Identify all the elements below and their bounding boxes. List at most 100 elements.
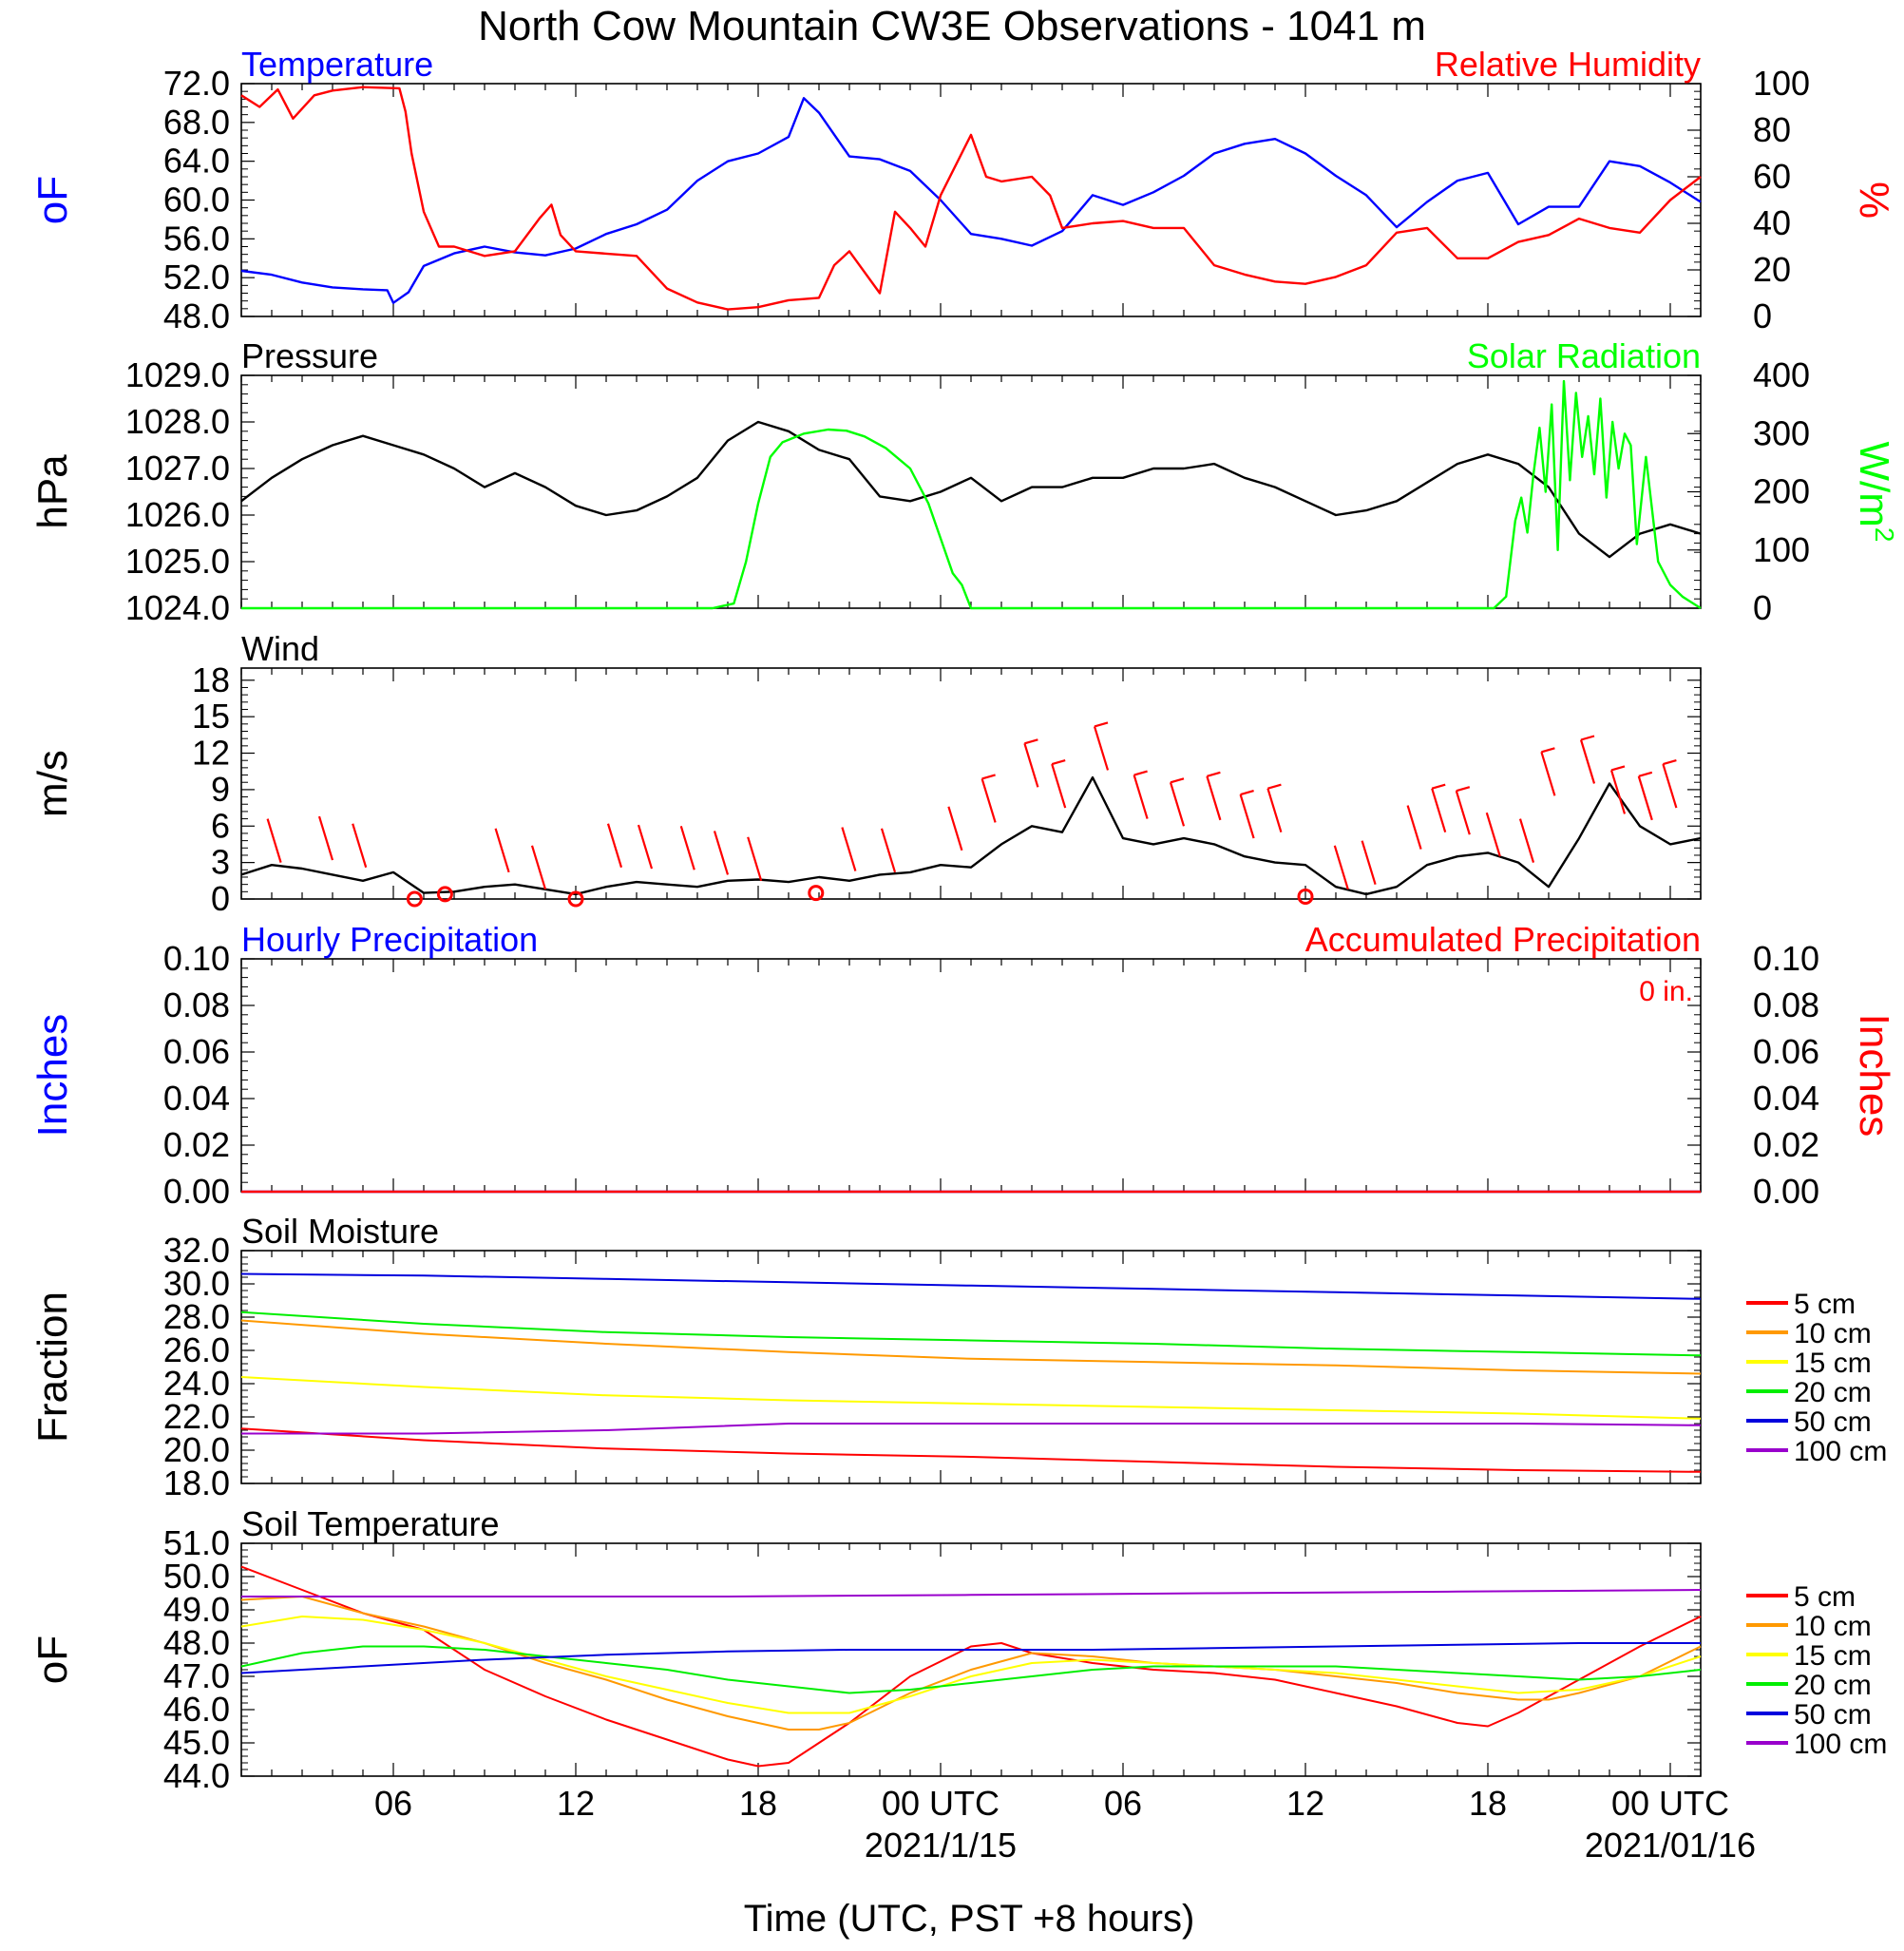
x-tick-label: 12	[1286, 1784, 1324, 1823]
y-tick-label: 9	[211, 770, 230, 809]
panel-soil_temp: 44.045.046.047.048.049.050.051.0 Soil Tem…	[29, 1504, 1887, 1795]
y-tick-label: 46.0	[163, 1690, 230, 1729]
wind-barb	[1518, 818, 1535, 863]
y2-tick-label: 0.04	[1753, 1079, 1819, 1118]
wind-barb	[981, 778, 997, 823]
wind-barb	[1266, 788, 1283, 832]
accumulation-total: 0 in.	[1639, 976, 1693, 1007]
x-tick-label: 18	[739, 1784, 777, 1823]
wind-barb	[1540, 751, 1556, 796]
y-tick-label: 15	[192, 697, 230, 736]
wind-barb-flag	[1051, 759, 1066, 766]
y-tick-label: 12	[192, 734, 230, 773]
wind-barb-flag	[1456, 786, 1471, 793]
legend-label: 20 cm	[1794, 1377, 1872, 1408]
wind-barb	[1609, 770, 1627, 814]
y2-tick-label: 0.08	[1753, 985, 1819, 1024]
y-tick-label: 1029.0	[125, 355, 230, 394]
y-tick-label: 45.0	[163, 1723, 230, 1762]
wind-barb	[352, 823, 368, 869]
y2-tick-label: 40	[1753, 203, 1791, 242]
left-unit-label: Inches	[29, 1014, 76, 1138]
series-line	[240, 1427, 1702, 1473]
wind-barb	[1206, 775, 1222, 821]
x-tick-label: 18	[1469, 1784, 1507, 1823]
panels: 48.052.056.060.064.068.072.0020406080100…	[29, 45, 1899, 1795]
wind-barb	[880, 828, 897, 873]
wind-barb-flag	[1431, 783, 1446, 790]
panel-right-title: Accumulated Precipitation	[1305, 920, 1701, 959]
wind-barb	[1133, 775, 1149, 819]
left-unit-label: Fraction	[29, 1291, 76, 1443]
y-tick-label: 72.0	[163, 64, 230, 103]
wind-barb-flag	[1170, 777, 1185, 784]
wind-barb	[530, 845, 547, 890]
plot-frame	[240, 667, 1702, 900]
y2-tick-label: 0	[1753, 588, 1772, 627]
x-tick-label: 00 UTC	[882, 1784, 1000, 1823]
x-tick-label: 12	[557, 1784, 595, 1823]
wind-barb	[1637, 775, 1653, 821]
panel-temp_rh: 48.052.056.060.064.068.072.0 0 20 40 60 80 100…	[29, 45, 1897, 335]
right-unit-label: Inches	[1851, 1014, 1897, 1138]
right-unit-label: %	[1851, 182, 1897, 219]
panel-title: Wind	[241, 629, 319, 668]
x-axis-label: Time (UTC, PST +8 hours)	[744, 1898, 1195, 1940]
panel-precip: 0.00 0.02 0.04 0.06 0.08 0.10 0.00 0.02 0.04 0.06…	[29, 920, 1897, 1211]
wind-barb	[494, 828, 510, 873]
y-tick-label: 28.0	[163, 1297, 230, 1336]
series-line	[240, 1565, 1702, 1768]
legend-label: 50 cm	[1794, 1699, 1872, 1731]
left-unit-label: oF	[29, 176, 76, 224]
wind-barb	[1431, 788, 1447, 832]
wind-barb-calm	[808, 885, 825, 902]
y-tick-label: 18	[192, 660, 230, 699]
series-line	[240, 1616, 1702, 1714]
right-unit-label: W/m2	[1851, 442, 1899, 543]
legend-label: 100 cm	[1794, 1436, 1887, 1467]
panel-right-title: Relative Humidity	[1435, 45, 1701, 84]
legend-label: 5 cm	[1794, 1581, 1856, 1613]
x-tick-label: 00 UTC	[1611, 1784, 1729, 1823]
y2-tick-label: 300	[1753, 413, 1810, 452]
series-line	[241, 1423, 1702, 1435]
y2-tick-label: 0.02	[1753, 1125, 1819, 1164]
legend-label: 100 cm	[1794, 1729, 1887, 1760]
y2-tick-label: 0	[1753, 296, 1772, 335]
y2-tick-label: 400	[1753, 355, 1810, 394]
wind-barb-flag	[1267, 783, 1282, 790]
wind-barb	[1485, 812, 1501, 857]
y-tick-label: 22.0	[163, 1397, 230, 1436]
panel-right-title: Solar Radiation	[1467, 336, 1701, 375]
left-unit-label: hPa	[29, 454, 76, 529]
wind-barb-flag	[1580, 735, 1595, 741]
y-tick-label: 0.10	[163, 939, 230, 978]
y2-tick-label: 0.10	[1753, 939, 1819, 978]
y-tick-label: 0.04	[163, 1079, 230, 1118]
wind-barb-flag	[1024, 738, 1038, 745]
y-tick-label: 0.06	[163, 1032, 230, 1071]
series-line	[240, 86, 1702, 311]
y-tick-label: 51.0	[163, 1523, 230, 1562]
series-line	[240, 420, 1702, 559]
wind-barb-flag	[1638, 771, 1653, 777]
series-line	[240, 775, 1702, 896]
legend-label: 50 cm	[1794, 1406, 1872, 1438]
y-tick-label: 44.0	[163, 1756, 230, 1795]
wind-barb-flag	[1133, 770, 1148, 776]
x-tick-label: 06	[1104, 1784, 1142, 1823]
wind-barb	[1361, 840, 1377, 885]
y-tick-label: 32.0	[163, 1231, 230, 1270]
y-tick-label: 26.0	[163, 1330, 230, 1369]
y-tick-label: 0.02	[163, 1125, 230, 1164]
y-tick-label: 20.0	[163, 1430, 230, 1469]
y2-tick-label: 100	[1753, 64, 1810, 103]
plot-frame	[240, 374, 1702, 609]
wind-barb-flag	[1094, 721, 1109, 728]
wind-barb	[679, 825, 695, 870]
wind-barb	[637, 824, 654, 870]
y2-tick-label: 0.06	[1753, 1032, 1819, 1071]
panel-title: Temperature	[241, 45, 433, 84]
